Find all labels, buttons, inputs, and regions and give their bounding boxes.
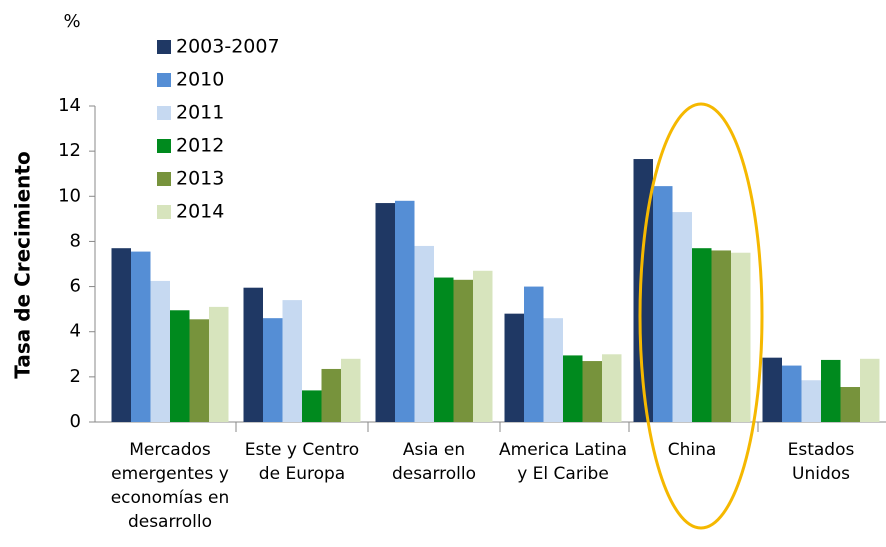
- y-unit: %: [63, 11, 80, 32]
- bar: [209, 306, 229, 422]
- bar: [801, 380, 821, 422]
- y-tick-label: 6: [70, 276, 81, 297]
- bar: [711, 250, 731, 422]
- bar: [582, 361, 602, 422]
- bar: [524, 286, 544, 422]
- bar: [860, 358, 880, 422]
- y-tick-label: 10: [58, 185, 81, 206]
- x-tick-label: America Latina y El Caribe: [499, 440, 627, 484]
- y-tick-label: 8: [70, 230, 81, 251]
- bar: [543, 318, 563, 422]
- x-tick-label: Estados Unidos: [787, 440, 855, 484]
- legend-label: 2012: [176, 135, 224, 157]
- bar: [150, 280, 170, 422]
- bar: [434, 277, 454, 422]
- bar: [189, 319, 209, 422]
- x-tick-label: China: [667, 440, 717, 460]
- bar: [453, 279, 473, 422]
- bar: [692, 248, 712, 422]
- x-tick-label: Este y Centro de Europa: [244, 440, 360, 484]
- bar: [653, 186, 673, 422]
- highlight-ellipse: [638, 102, 764, 530]
- x-tick-label: Asia en desarrollo: [391, 440, 477, 484]
- bar: [263, 318, 283, 422]
- bar: [840, 387, 860, 422]
- y-tick-label: 4: [70, 321, 81, 342]
- legend-swatch: [157, 106, 171, 120]
- bar: [243, 287, 263, 422]
- bar: [302, 390, 322, 422]
- bar: [473, 270, 493, 422]
- bar: [821, 359, 841, 422]
- bar: [131, 251, 151, 422]
- bar: [170, 310, 190, 422]
- legend-label: 2011: [176, 102, 224, 124]
- bar: [672, 212, 692, 422]
- y-axis-label: Tasa de Crecimiento: [11, 151, 35, 378]
- legend-label: 2003-2007: [176, 36, 280, 58]
- bar: [782, 365, 802, 422]
- y-tick-label: 2: [70, 366, 81, 387]
- bar: [563, 355, 583, 422]
- legend-swatch: [157, 139, 171, 153]
- y-tick-label: 14: [58, 95, 81, 116]
- legend-swatch: [157, 205, 171, 219]
- y-tick-label: 0: [70, 411, 81, 432]
- legend-swatch: [157, 73, 171, 87]
- x-tick-label: Mercados emergentes y economías en desar…: [110, 440, 230, 532]
- bar: [111, 248, 131, 422]
- legend-swatch: [157, 40, 171, 54]
- y-tick-label: 12: [58, 140, 81, 161]
- bar: [321, 368, 341, 422]
- bar: [414, 245, 434, 422]
- bar: [375, 203, 395, 422]
- legend-swatch: [157, 172, 171, 186]
- bar: [341, 358, 361, 422]
- bar: [731, 252, 751, 422]
- bar: [602, 354, 622, 422]
- bar: [762, 357, 782, 422]
- bar: [504, 313, 524, 422]
- bar: [282, 300, 302, 422]
- legend-label: 2013: [176, 168, 224, 190]
- legend-label: 2010: [176, 69, 224, 91]
- bar: [633, 159, 653, 423]
- bar: [395, 200, 415, 422]
- legend-label: 2014: [176, 201, 224, 223]
